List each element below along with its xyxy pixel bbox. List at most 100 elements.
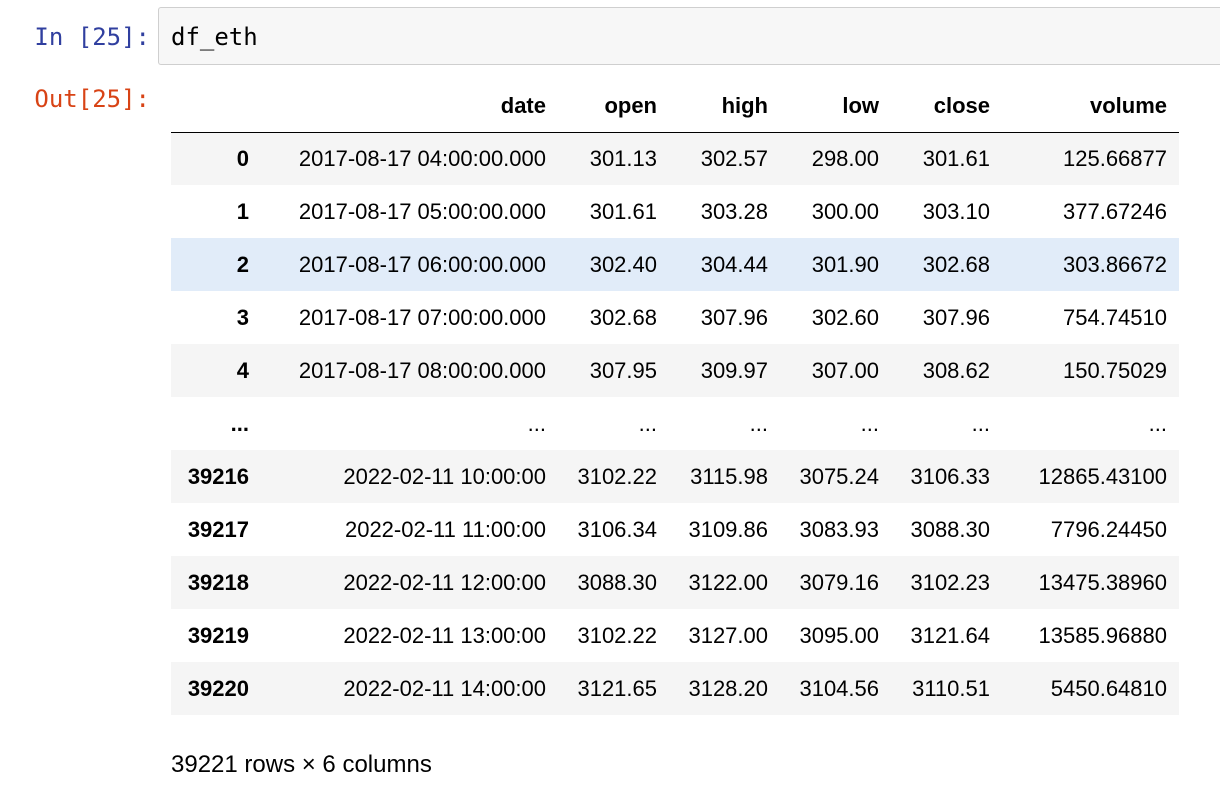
table-cell-date: 2017-08-17 06:00:00.000 — [298, 251, 546, 277]
table-row: 39216 2022-02-11 10:00:00 3102.22 3115.98 30… — [171, 450, 1179, 503]
table-cell-volume: 12865.43100 — [1038, 463, 1167, 489]
table-cell-high: 303.28 — [700, 198, 768, 224]
output-prompt: Out[25]: — [34, 85, 150, 113]
table-cell-close: 3102.23 — [910, 569, 990, 595]
table-row: 39218 2022-02-11 12:00:00 3088.30 3122.00 30… — [171, 556, 1179, 609]
row-index: 1 — [236, 198, 249, 224]
table-cell-close: 3121.64 — [910, 622, 990, 648]
table-row: 2 2017-08-17 06:00:00.000 302.40 304.44 301.… — [171, 238, 1179, 291]
table-cell-date: 2017-08-17 07:00:00.000 — [298, 304, 546, 330]
column-header-close: close — [891, 80, 1002, 133]
table-cell-date: 2022-02-11 10:00:00 — [343, 463, 546, 489]
table-cell-date: 2022-02-11 11:00:00 — [344, 516, 546, 542]
table-cell-date: 2017-08-17 05:00:00.000 — [298, 198, 546, 224]
table-cell-date: ... — [527, 410, 546, 436]
row-index: 39219 — [187, 622, 249, 648]
table-cell-date: 2022-02-11 12:00:00 — [343, 569, 546, 595]
table-row: 39219 2022-02-11 13:00:00 3102.22 3127.00 30… — [171, 609, 1179, 662]
table-cell-low: 3079.16 — [799, 569, 879, 595]
table-cell-close: 303.10 — [922, 198, 990, 224]
table-cell-open: 3088.30 — [577, 569, 657, 595]
table-cell-low: 298.00 — [811, 145, 879, 171]
table-cell-volume: 5450.64810 — [1050, 675, 1167, 701]
index-header — [171, 80, 261, 133]
table-cell-date: 2017-08-17 08:00:00.000 — [298, 357, 546, 383]
input-prompt: In [25]: — [34, 23, 150, 51]
row-index: 39218 — [187, 569, 249, 595]
table-cell-open: 3106.34 — [577, 516, 657, 542]
row-index: 39220 — [187, 675, 249, 701]
table-row: 3 2017-08-17 07:00:00.000 302.68 307.96 302.… — [171, 291, 1179, 344]
table-row: 0 2017-08-17 04:00:00.000 301.13 302.57 298.… — [171, 132, 1179, 185]
table-row: 1 2017-08-17 05:00:00.000 301.61 303.28 300.… — [171, 185, 1179, 238]
table-cell-close: 3088.30 — [910, 516, 990, 542]
table-cell-high: 309.97 — [700, 357, 768, 383]
column-header-low: low — [780, 80, 891, 133]
table-cell-volume: 125.66877 — [1063, 145, 1167, 171]
table-cell-high: 3128.20 — [688, 675, 768, 701]
header-row: date open high low close volume — [171, 80, 1179, 133]
table-cell-high: 3122.00 — [688, 569, 768, 595]
table-cell-close: 301.61 — [922, 145, 990, 171]
table-cell-open: 307.95 — [589, 357, 657, 383]
cell-output: date open high low close volume 0 2017-08… — [171, 80, 1179, 715]
table-cell-high: 3109.86 — [688, 516, 768, 542]
table-cell-volume: 303.86672 — [1063, 251, 1167, 277]
table-cell-open: 302.40 — [589, 251, 657, 277]
table-row: 4 2017-08-17 08:00:00.000 307.95 309.97 307.… — [171, 344, 1179, 397]
table-cell-close: 307.96 — [922, 304, 990, 330]
table-cell-high: 3115.98 — [690, 463, 768, 489]
table-row: 39220 2022-02-11 14:00:00 3121.65 3128.20 31… — [171, 662, 1179, 715]
code-text[interactable]: df_eth — [171, 23, 258, 51]
table-cell-high: 3127.00 — [688, 622, 768, 648]
table-cell-volume: 377.67246 — [1063, 198, 1167, 224]
table-cell-date: 2022-02-11 13:00:00 — [343, 622, 546, 648]
table-cell-high: 307.96 — [700, 304, 768, 330]
table-cell-high: ... — [749, 410, 768, 436]
table-cell-volume: 7796.24450 — [1050, 516, 1167, 542]
column-header-open: open — [558, 80, 669, 133]
table-cell-low: 3095.00 — [799, 622, 879, 648]
row-index: 0 — [236, 145, 249, 171]
column-header-high: high — [669, 80, 780, 133]
table-cell-close: 3110.51 — [912, 675, 990, 701]
table-cell-low: 3104.56 — [799, 675, 879, 701]
table-cell-open: 3102.22 — [577, 622, 657, 648]
table-cell-volume: 13475.38960 — [1038, 569, 1167, 595]
table-cell-volume: 754.74510 — [1063, 304, 1167, 330]
table-cell-low: 300.00 — [811, 198, 879, 224]
table-cell-open: 3102.22 — [577, 463, 657, 489]
table-cell-low: 307.00 — [811, 357, 879, 383]
table-cell-close: 308.62 — [922, 357, 990, 383]
table-row: 39217 2022-02-11 11:00:00 3106.34 3109.86 30… — [171, 503, 1179, 556]
table-cell-open: ... — [638, 410, 657, 436]
table-cell-volume: 13585.96880 — [1038, 622, 1167, 648]
table-cell-open: 3121.65 — [577, 675, 657, 701]
table-cell-volume: 150.75029 — [1063, 357, 1167, 383]
table-cell-low: 301.90 — [811, 251, 879, 277]
table-row: ..................... — [171, 397, 1179, 450]
table-cell-date: 2017-08-17 04:00:00.000 — [298, 145, 546, 171]
row-index: 4 — [236, 357, 249, 383]
table-cell-volume: ... — [1148, 410, 1167, 436]
table-cell-close: 302.68 — [922, 251, 990, 277]
table-cell-open: 301.13 — [589, 145, 657, 171]
table-cell-low: 3075.24 — [799, 463, 879, 489]
table-cell-close: 3106.33 — [910, 463, 990, 489]
column-header-volume: volume — [1002, 80, 1179, 133]
table-cell-close: ... — [971, 410, 990, 436]
table-cell-date: 2022-02-11 14:00:00 — [343, 675, 546, 701]
row-index: 39216 — [187, 463, 249, 489]
dataframe-table: date open high low close volume 0 2017-08… — [171, 80, 1179, 715]
row-index: 39217 — [187, 516, 249, 542]
table-cell-low: ... — [860, 410, 879, 436]
code-cell-input[interactable]: df_eth — [158, 7, 1220, 65]
table-cell-low: 302.60 — [811, 304, 879, 330]
table-cell-high: 304.44 — [700, 251, 768, 277]
table-cell-open: 302.68 — [589, 304, 657, 330]
row-index: 2 — [236, 251, 249, 277]
column-header-date: date — [261, 80, 558, 133]
dataframe-shape: 39221 rows × 6 columns — [171, 751, 432, 778]
table-cell-high: 302.57 — [700, 145, 768, 171]
table-cell-low: 3083.93 — [799, 516, 879, 542]
